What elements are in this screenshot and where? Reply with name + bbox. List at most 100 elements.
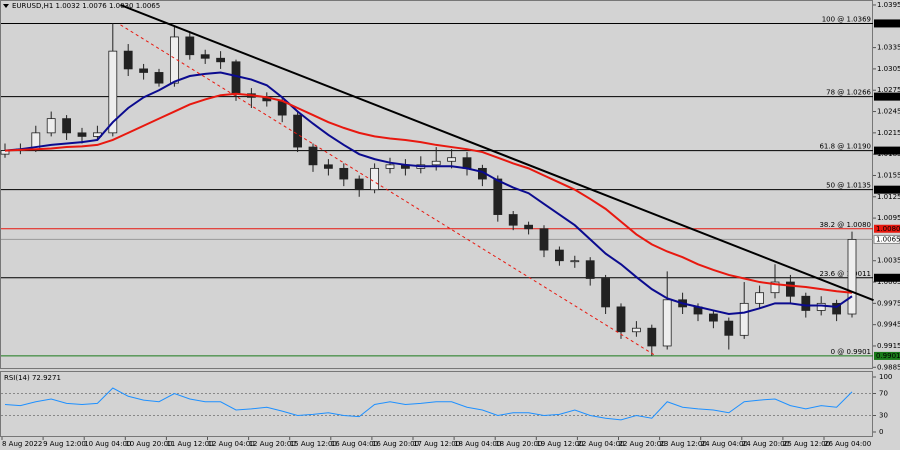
x-tick-label: 9 Aug 12:00 (43, 440, 86, 448)
candle-body (770, 281, 780, 294)
main-frame (0, 0, 873, 369)
candle-body (447, 157, 457, 162)
y-tick-label: 0.9975 (877, 299, 900, 307)
y-tick-label: 0.9915 (877, 342, 900, 350)
candle-body (108, 50, 118, 134)
x-tick-label: 15 Aug 12:00 (290, 440, 337, 448)
y-tick-label: 1.0275 (877, 86, 900, 94)
rsi-tick-label: 30 (879, 412, 888, 420)
level-text: 78 @ 1.0266 (826, 89, 871, 97)
level-text: 50 @ 1.0135 (826, 182, 871, 190)
y-tick-label: 1.0395 (877, 1, 900, 9)
rsi-line (4, 387, 853, 421)
menu-arrow (3, 4, 9, 8)
candle-body (647, 327, 657, 347)
axis-price-box (874, 224, 900, 233)
x-tick-label: 17 Aug 12:00 (413, 440, 460, 448)
y-tick-label: 0.9885 (877, 363, 900, 371)
axis-price-box (874, 273, 900, 282)
moving-average (4, 71, 853, 316)
axis-price-label: 1.0266 (876, 93, 900, 101)
candle-body (231, 61, 241, 95)
candle-body (339, 167, 349, 180)
axis-price-box (874, 146, 900, 155)
axis-price-label: 1.0080 (876, 225, 900, 233)
y-tick-label: 1.0215 (877, 129, 900, 137)
candle-body (662, 299, 672, 347)
y-tick-label: 1.0095 (877, 214, 900, 222)
level-text: 23.6 @ 1.0011 (819, 270, 871, 278)
candle-body (77, 132, 87, 137)
axis-price-label: 1.0369 (876, 19, 900, 27)
candle-body (739, 302, 749, 336)
candle-body (801, 295, 811, 311)
x-tick-label: 24 Aug 04:00 (701, 440, 748, 448)
level-text: 0 @ 0.9901 (831, 348, 871, 356)
x-tick-label: 18 Aug 04:00 (454, 440, 501, 448)
candle-body (154, 72, 164, 84)
x-tick-label: 12 Aug 04:00 (208, 440, 255, 448)
x-tick-label: 24 Aug 20:00 (742, 440, 789, 448)
candle-body (616, 306, 626, 333)
rsi-tick-label: 0 (879, 428, 883, 436)
candle-body (570, 260, 580, 263)
level-text: 38.2 @ 1.0080 (819, 221, 871, 229)
axis-price-box (874, 92, 900, 101)
x-tick-label: 26 Aug 04:00 (824, 440, 871, 448)
level-text: 61.8 @ 1.0190 (819, 143, 871, 151)
axis-price-label: 0.9901 (876, 352, 900, 360)
y-tick-label: 1.0035 (877, 257, 900, 265)
y-tick-label: 1.0155 (877, 171, 900, 179)
rsi-tick-label: 70 (879, 390, 888, 398)
moving-average (4, 92, 853, 294)
candle-body (524, 224, 533, 230)
candle-body (585, 260, 595, 279)
candle-body (62, 118, 71, 134)
candle-body (385, 164, 395, 169)
y-tick-label: 0.9945 (877, 321, 900, 329)
candle-body (46, 118, 56, 134)
candle-body (323, 164, 333, 169)
axis-price-box (874, 185, 900, 194)
candle-body (431, 160, 441, 166)
candle-body (508, 214, 518, 226)
candle-body (354, 178, 364, 191)
x-tick-label: 10 Aug 20:00 (125, 440, 172, 448)
candle-body (370, 167, 380, 191)
x-tick-label: 10 Aug 04:00 (84, 440, 131, 448)
x-tick-label: 12 Aug 20:00 (249, 440, 296, 448)
axis-price-label: 1.0135 (876, 186, 900, 194)
candle-body (555, 249, 564, 262)
x-tick-label: 16 Aug 04:00 (331, 440, 378, 448)
candle-body (632, 327, 641, 333)
y-tick-label: 1.0005 (877, 278, 900, 286)
y-tick-label: 1.0305 (877, 65, 900, 73)
candle-body (601, 278, 610, 308)
axis-price-box (874, 351, 900, 360)
x-tick-label: 22 Aug 04:00 (577, 440, 624, 448)
candle-body (816, 302, 826, 311)
level-text: 100 @ 1.0369 (822, 15, 871, 23)
x-tick-label: 8 Aug 2022 (2, 440, 42, 448)
candle-body (216, 57, 226, 63)
candle-body (786, 281, 795, 297)
rsi-title: RSI(14) 72.9271 (4, 374, 61, 382)
candle-body (847, 239, 857, 315)
x-tick-label: 16 Aug 20:00 (372, 440, 419, 448)
x-tick-label: 11 Aug 12:00 (166, 440, 213, 448)
candle-body (139, 68, 149, 73)
x-tick-label: 22 Aug 20:00 (619, 440, 666, 448)
trendline (120, 24, 656, 356)
candle-body (169, 36, 179, 84)
x-tick-label: 19 Aug 12:00 (536, 440, 583, 448)
candle-body (200, 54, 210, 59)
axis-price-label: 1.0065 (876, 235, 900, 243)
x-tick-label: 25 Aug 12:00 (783, 440, 830, 448)
candle-body (832, 302, 841, 315)
y-tick-label: 1.0125 (877, 193, 900, 201)
candle-body (293, 114, 303, 148)
candle-body (709, 313, 718, 322)
rsi-tick-label: 100 (879, 373, 892, 381)
candle-body (185, 36, 195, 56)
